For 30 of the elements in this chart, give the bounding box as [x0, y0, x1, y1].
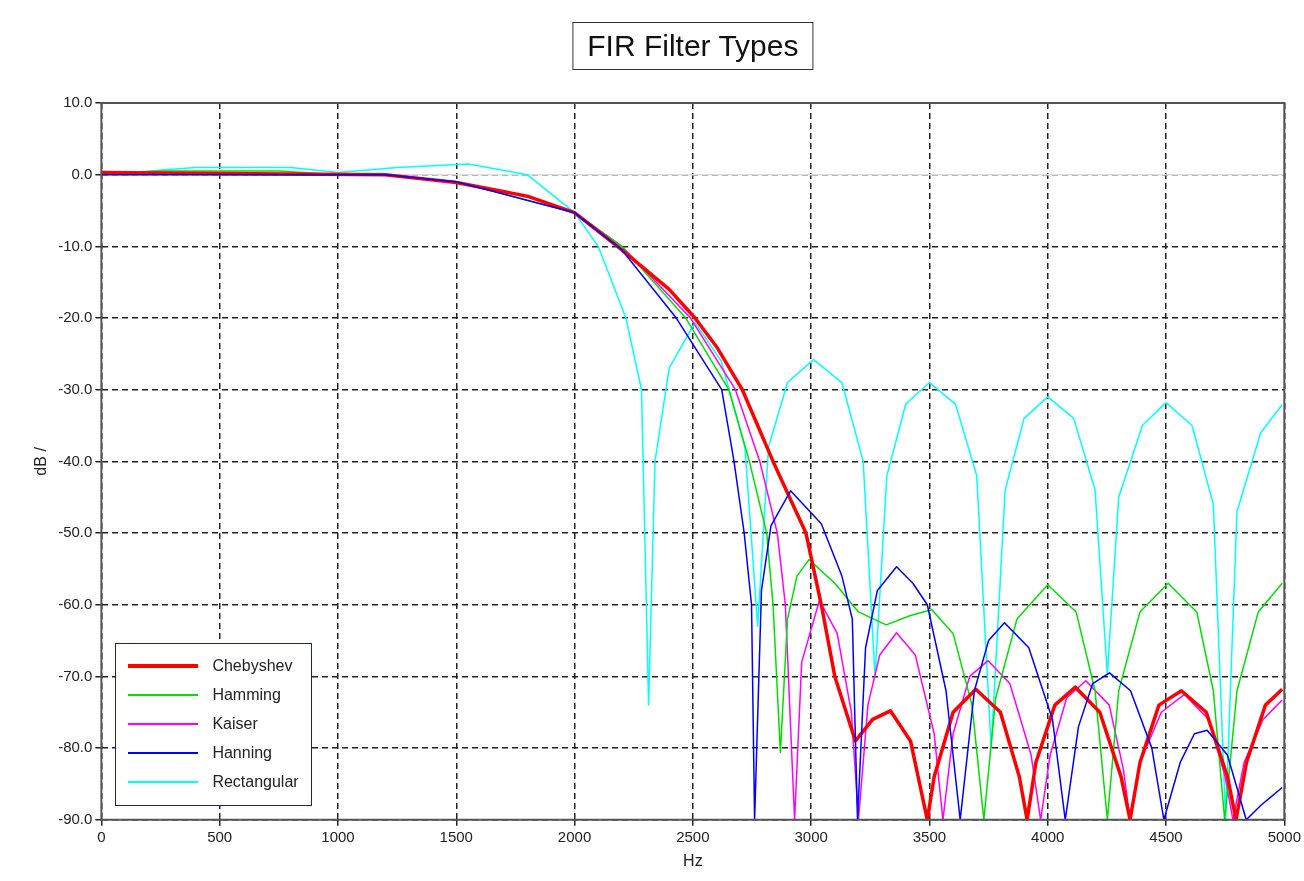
- legend-label: Chebyshev: [212, 657, 293, 676]
- y-tick-label: -50.0: [58, 523, 93, 541]
- legend-label: Hanning: [212, 744, 272, 763]
- y-tick-label: -90.0: [58, 809, 93, 827]
- y-tick-label: 10.0: [63, 93, 93, 111]
- y-tick-label: -70.0: [58, 666, 93, 684]
- x-tick-label: 4500: [1149, 827, 1183, 845]
- x-tick-label: 1500: [439, 827, 473, 845]
- x-tick-label: 3000: [794, 827, 828, 845]
- y-tick-label: -60.0: [58, 594, 93, 612]
- x-tick-label: 2000: [557, 827, 592, 845]
- x-axis-title: Hz: [683, 851, 703, 869]
- legend-label: Hamming: [212, 686, 281, 705]
- x-tick-label: 0: [97, 827, 106, 845]
- x-tick-label: 5000: [1267, 827, 1301, 845]
- legend-label: Kaiser: [212, 715, 258, 734]
- y-tick-label: -80.0: [58, 738, 93, 756]
- y-tick-label: 0.0: [71, 164, 93, 182]
- y-tick-label: -20.0: [58, 308, 93, 326]
- y-tick-label: -40.0: [58, 451, 93, 469]
- legend-label: Rectangular: [212, 773, 299, 792]
- y-tick-label: -10.0: [58, 236, 93, 254]
- y-tick-label: -30.0: [58, 379, 93, 397]
- y-axis-title: dB /: [32, 446, 50, 476]
- x-tick-label: 1000: [321, 827, 355, 845]
- x-tick-label: 2500: [676, 827, 710, 845]
- x-tick-label: 3500: [912, 827, 947, 845]
- x-tick-label: 500: [207, 827, 233, 845]
- x-tick-label: 4000: [1031, 827, 1065, 845]
- chart-title: FIR Filter Types: [572, 22, 814, 70]
